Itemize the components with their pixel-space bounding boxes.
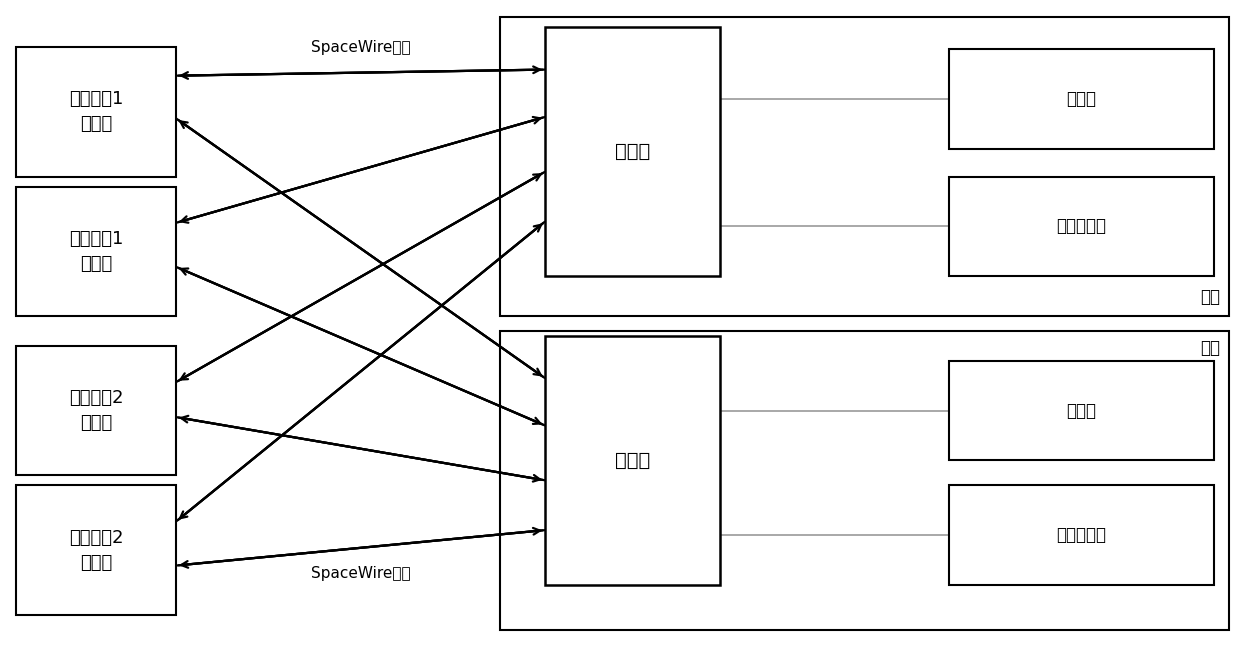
Text: 节点设备2
（备）: 节点设备2 （备） [69,528,124,572]
Bar [501,331,1229,630]
Text: SpaceWire链路: SpaceWire链路 [311,39,410,55]
Bar [949,49,1214,149]
Text: 星载计算机: 星载计算机 [1057,526,1106,544]
Bar [16,47,176,176]
Bar [949,485,1214,585]
Text: SpaceWire链路: SpaceWire链路 [311,566,410,581]
Bar [16,187,176,316]
Bar [16,346,176,475]
Bar [16,485,176,615]
Text: 节点设备1
（备）: 节点设备1 （备） [69,230,124,273]
Text: 节点设备1
（主）: 节点设备1 （主） [69,90,124,134]
Text: 主机: 主机 [1201,288,1220,306]
Bar [501,17,1229,316]
Bar [545,336,720,585]
Bar [949,361,1214,461]
Text: 路由器: 路由器 [615,142,650,162]
Text: 存储器: 存储器 [1067,402,1097,420]
Text: 星载计算机: 星载计算机 [1057,218,1106,235]
Text: 备机: 备机 [1201,339,1220,357]
Text: 路由器: 路由器 [615,451,650,470]
Bar [545,27,720,276]
Text: 节点设备2
（主）: 节点设备2 （主） [69,389,124,432]
Text: 存储器: 存储器 [1067,90,1097,108]
Bar [949,176,1214,276]
